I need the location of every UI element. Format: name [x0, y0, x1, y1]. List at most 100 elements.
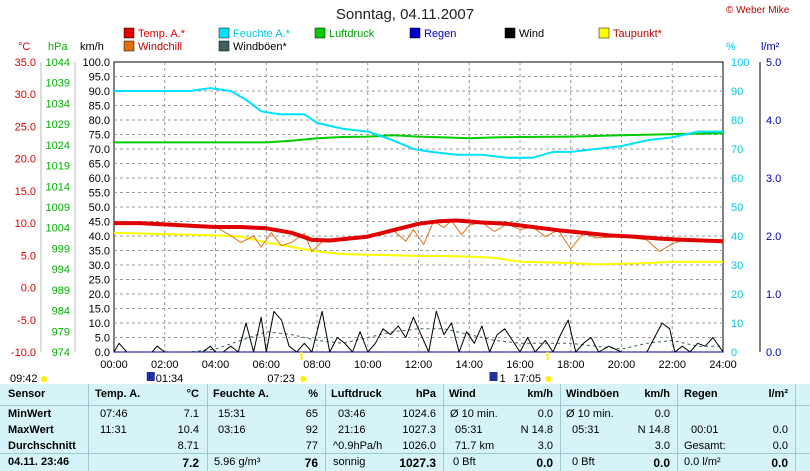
kmh-tick-label: 75.0 — [89, 130, 110, 142]
column-header: Feuchte A. — [213, 388, 269, 400]
kmh-tick-label: 50.0 — [89, 202, 110, 214]
column-unit: % — [308, 388, 318, 400]
legend-swatch — [598, 27, 610, 39]
row-label: Durchschnitt — [8, 440, 76, 452]
kmh-tick-label: 85.0 — [89, 101, 110, 113]
x-tick-label: 12:00 — [405, 359, 433, 371]
hpa-tick-label: 1034 — [46, 98, 70, 110]
series-line — [114, 132, 724, 144]
percent-tick-label: 0 — [731, 347, 737, 359]
table-cell: Gesamt: — [684, 440, 726, 452]
kmh-tick-label: 95.0 — [89, 72, 110, 84]
table-cell: 92 — [305, 424, 318, 436]
x-tick-label: 18:00 — [557, 359, 585, 371]
table-cell: 0.0 — [654, 408, 670, 420]
table-cell: 11:31 — [100, 424, 127, 436]
rain-tick-label: 5.0 — [766, 57, 781, 69]
moonrise-time-label: 01:34 — [156, 373, 184, 384]
column-unit: hPa — [415, 388, 436, 400]
percent-tick-label: 100 — [731, 57, 749, 69]
kmh-tick-label: 40.0 — [89, 231, 110, 243]
chart-legend: Temp. A.* Feuchte A.* Luftdruck Regen Wind Ta… — [123, 27, 663, 53]
table-cell: 1027.3 — [402, 424, 436, 436]
hpa-tick-label: 1044 — [46, 57, 70, 69]
hpa-tick-label: 989 — [52, 285, 70, 297]
celsius-tick-label: 35.0 — [15, 57, 36, 69]
hpa-tick-label: 979 — [52, 326, 70, 338]
legend-label: Wind — [519, 28, 544, 40]
celsius-tick-label: 25.0 — [15, 121, 36, 133]
table-cell: Ø 10 min. — [450, 408, 498, 420]
kmh-tick-label: 90.0 — [89, 86, 110, 98]
axis-headers: °C hPa km/h% l/m² — [18, 41, 780, 53]
current-value: 0.0 — [536, 456, 553, 470]
sunrise-time-label: 07:23 — [267, 373, 295, 384]
hpa-tick-label: 984 — [52, 306, 70, 318]
kmh-tick-label: 55.0 — [89, 188, 110, 200]
percent-tick-label: 30 — [731, 260, 743, 272]
table-cell: 10.4 — [177, 424, 199, 436]
hpa-tick-label: 1009 — [46, 202, 70, 214]
kmh-tick-label: 15.0 — [89, 304, 110, 316]
kmh-tick-label: 80.0 — [89, 115, 110, 127]
kmh-tick-label: 60.0 — [89, 173, 110, 185]
weather-chart: Temp. A.* Feuchte A.* Luftdruck Regen Wind Ta… — [10, 27, 781, 384]
legend-swatch — [504, 27, 516, 39]
table-cell: 71.7 km — [455, 440, 495, 452]
rain-axis-label: l/m² — [761, 41, 780, 53]
legend-swatch — [218, 27, 230, 39]
table-cell: 07:46 — [100, 408, 128, 420]
table-cell: 05:31 — [455, 424, 483, 436]
current-value: 0.0 — [653, 456, 670, 470]
series-line — [114, 87, 723, 159]
legend-label: Regen — [424, 28, 456, 40]
celsius-tick-label: 10.0 — [15, 218, 36, 230]
percent-tick-label: 20 — [731, 289, 743, 301]
percent-tick-label: 50 — [731, 202, 743, 214]
table-cell: 05:31 — [572, 424, 600, 436]
x-tick-label: 16:00 — [506, 359, 534, 371]
rain-tick-label: 4.0 — [766, 115, 781, 127]
column-header: Regen — [684, 388, 718, 400]
table-cell: 8.71 — [177, 440, 199, 452]
celsius-tick-label: 0.0 — [21, 283, 36, 295]
celsius-tick-label: -5.0 — [17, 315, 36, 327]
table-cell: 1024.6 — [402, 408, 436, 420]
hpa-tick-label: 1004 — [46, 223, 70, 235]
x-tick-label: 22:00 — [658, 359, 686, 371]
row-label: Sensor — [8, 388, 46, 400]
kmh-tick-label: 65.0 — [89, 159, 110, 171]
table-cell: 5.96 g/m³ — [214, 456, 261, 468]
column-header: Windböen — [566, 388, 620, 400]
hpa-tick-label: 1019 — [46, 161, 70, 173]
moonrise-icon — [146, 372, 155, 381]
x-tick-label: 04:00 — [202, 359, 230, 371]
chart-title: Sonntag, 04.11.2007 — [335, 6, 475, 23]
axis-tick-labels: 35.0 30.0 25.0 20.0 15.0 10.0 5.0 0.0 -5.0 -10.0 1… — [11, 57, 781, 371]
kmh-tick-label: 0.0 — [95, 347, 110, 359]
row-label: MaxWert — [8, 424, 54, 436]
copyright-label: © Weber Mike — [726, 5, 790, 16]
table-cell: 1026.0 — [402, 440, 436, 452]
table-cell: 0 Bft — [453, 456, 476, 468]
percent-tick-label: 10 — [731, 318, 743, 330]
sunset-time-label: 17:05 — [513, 373, 541, 384]
current-value: 0.0 — [771, 456, 788, 470]
x-tick-label: 06:00 — [252, 359, 280, 371]
x-tick-label: 20:00 — [608, 359, 636, 371]
sun-icon — [300, 376, 307, 382]
series-line — [113, 231, 723, 266]
legend-label: Feuchte A.* — [233, 28, 291, 40]
legend-label: Temp. A.* — [138, 28, 186, 40]
celsius-tick-label: -10.0 — [11, 347, 36, 359]
percent-tick-label: 60 — [731, 173, 743, 185]
kmh-tick-label: 20.0 — [89, 289, 110, 301]
table-cell: 3.0 — [537, 440, 553, 452]
table-cell: 0.0 — [537, 408, 553, 420]
celsius-tick-label: 5.0 — [21, 250, 36, 262]
table-cell: 0.0 l/m² — [684, 456, 721, 468]
table-cell: 21:16 — [338, 424, 366, 436]
x-tick-label: 08:00 — [303, 359, 331, 371]
hpa-tick-label: 1029 — [46, 119, 70, 131]
legend-swatch — [409, 27, 421, 39]
